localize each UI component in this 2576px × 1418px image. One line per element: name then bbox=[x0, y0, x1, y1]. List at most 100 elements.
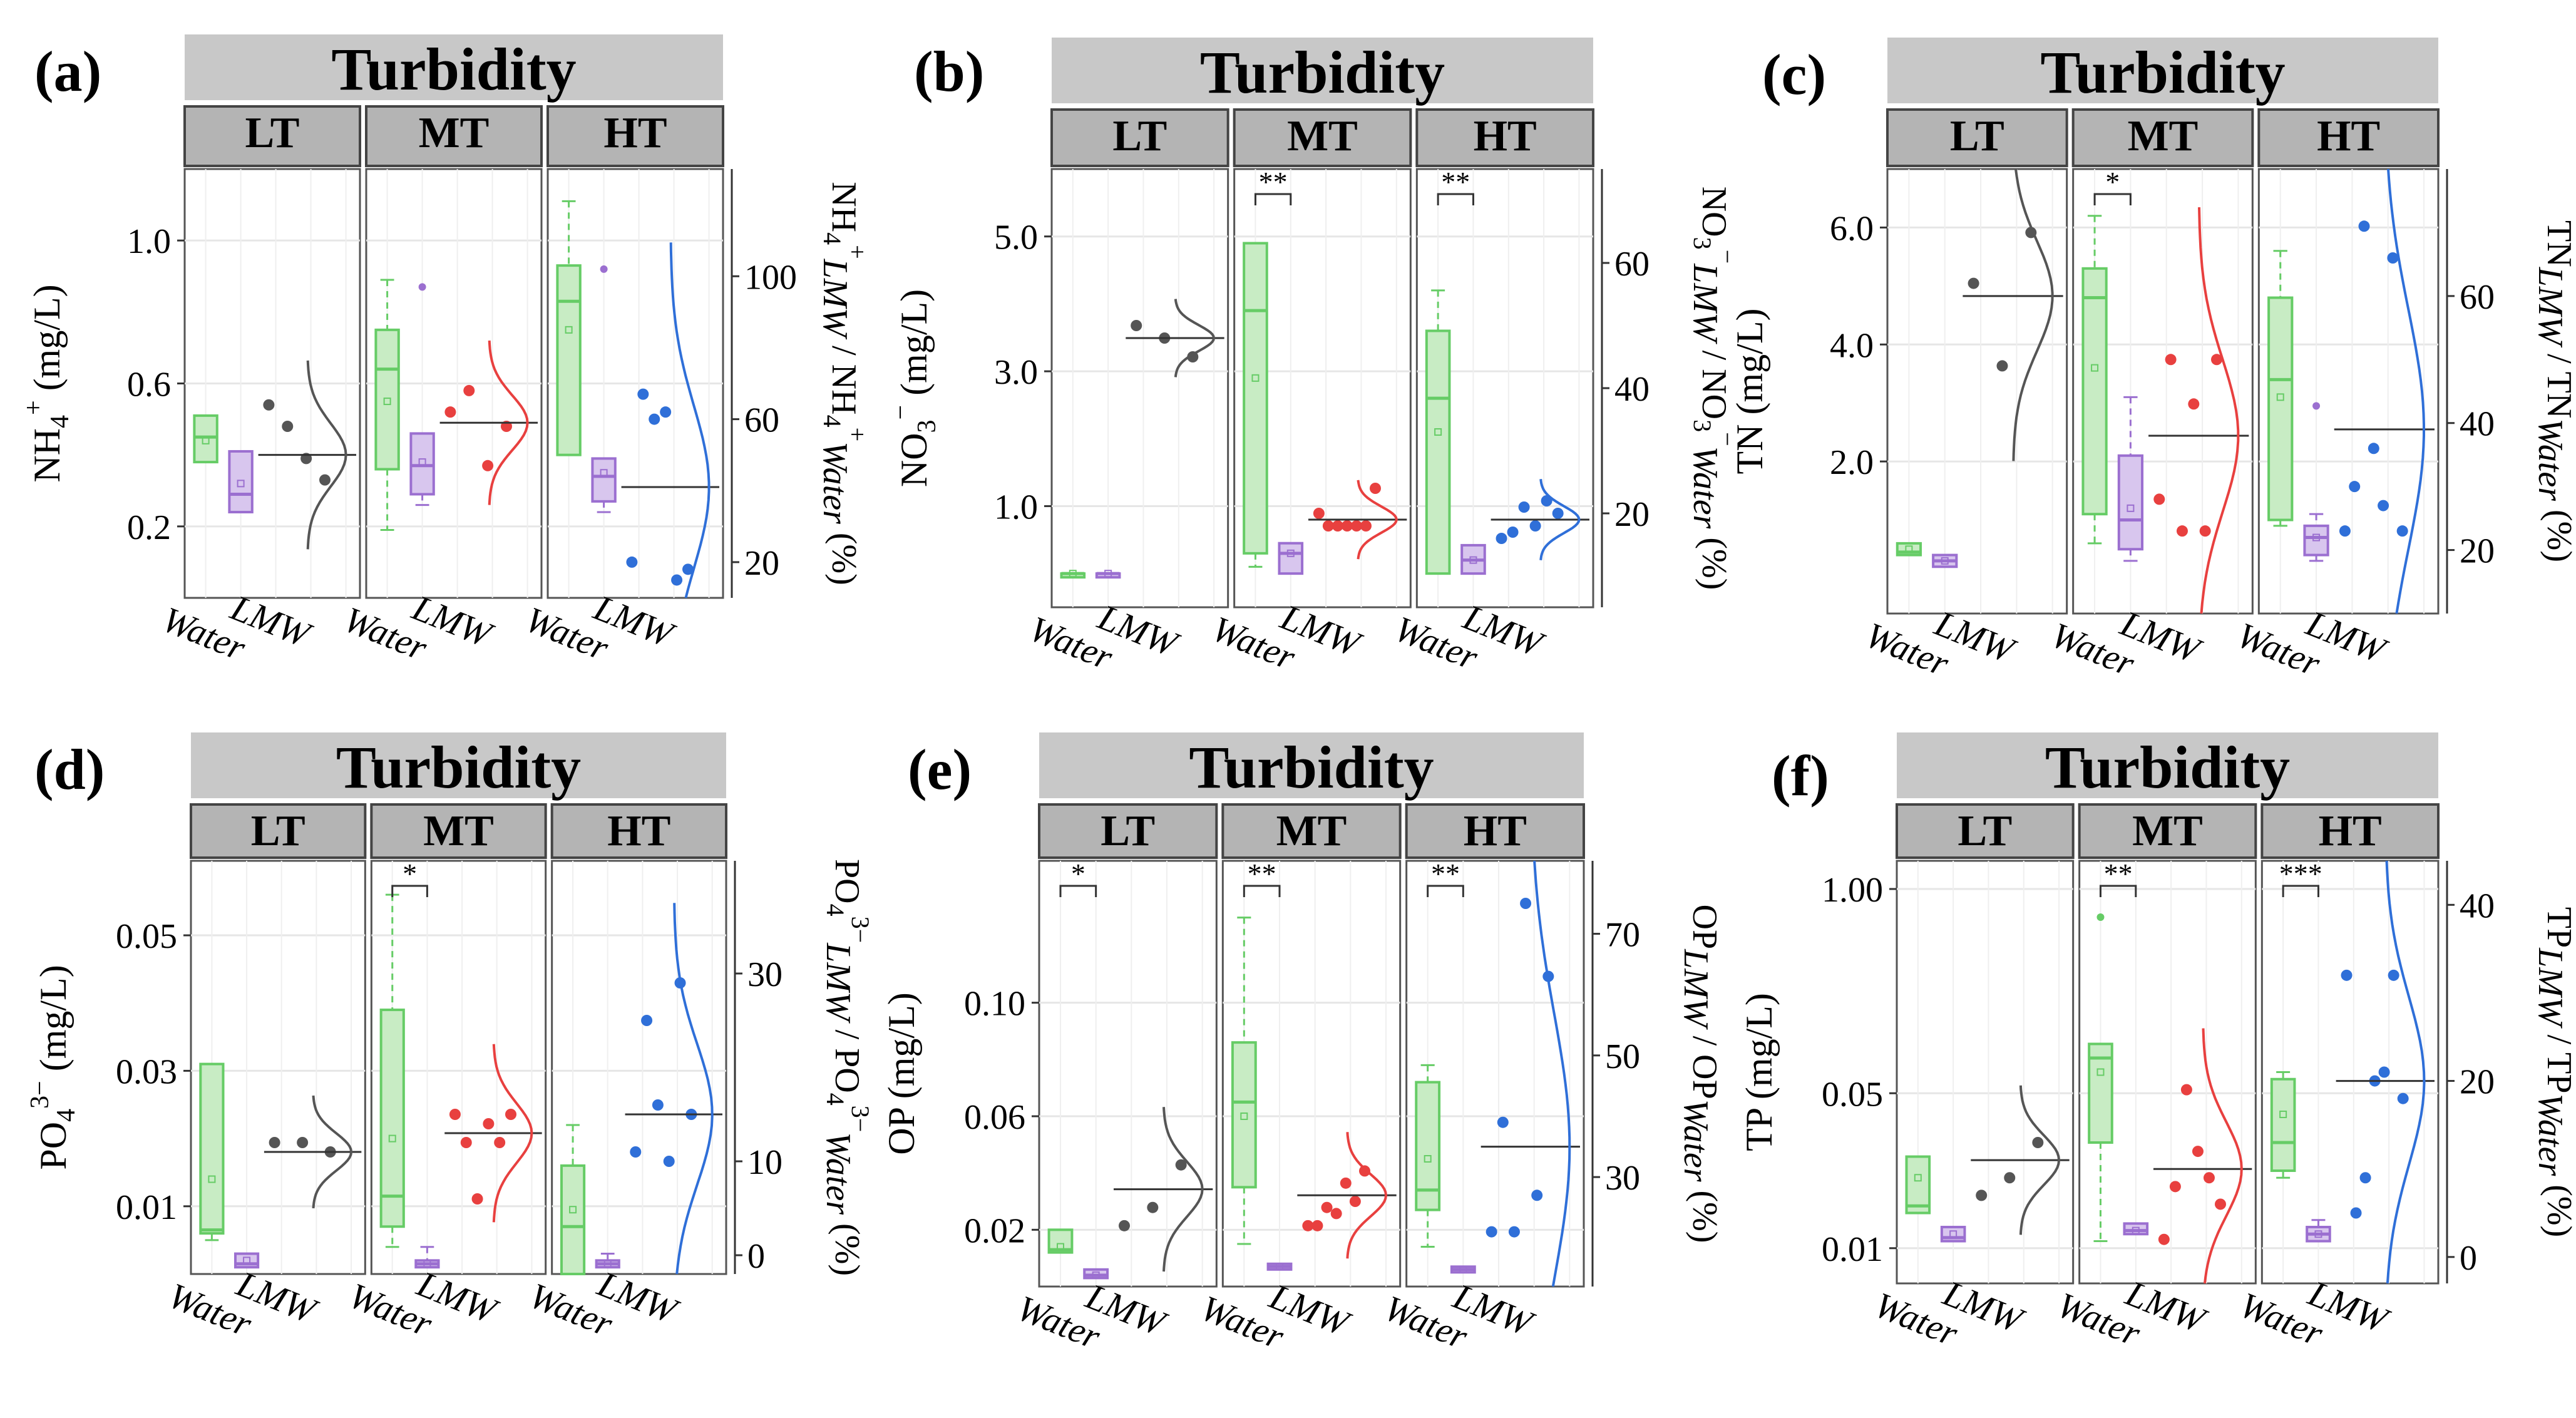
y2-tick-label: 40 bbox=[2460, 886, 2495, 925]
significance-bracket bbox=[1437, 193, 1474, 205]
ratio-point bbox=[1507, 527, 1519, 538]
facet-title-strip bbox=[1052, 38, 1593, 103]
y2-tick-label: 60 bbox=[1614, 245, 1650, 284]
outlier bbox=[2096, 913, 2105, 921]
ratio-density-curve bbox=[2387, 168, 2425, 614]
mean-marker bbox=[202, 436, 210, 444]
y-tick-label: 2.0 bbox=[1830, 443, 1874, 482]
facet-label: MT bbox=[2128, 112, 2199, 160]
ratio-density-curve bbox=[1162, 1107, 1204, 1272]
outlier bbox=[418, 283, 426, 291]
water-box bbox=[1425, 289, 1451, 575]
ratio-point bbox=[2169, 1181, 2181, 1193]
lmw-box bbox=[414, 1246, 440, 1269]
facet-strip bbox=[1038, 803, 1218, 859]
mean-marker bbox=[388, 1134, 396, 1143]
y2-axis-label: PO43−LMW / PO43−Water (%) bbox=[819, 859, 875, 1276]
facet-strip bbox=[1050, 108, 1229, 167]
y-tick-label: 0.06 bbox=[964, 1098, 1025, 1137]
water-box bbox=[1896, 542, 1922, 557]
box bbox=[409, 432, 435, 496]
ratio-point bbox=[1332, 520, 1343, 532]
y-tick-label: 0.01 bbox=[116, 1188, 177, 1227]
ratio-point bbox=[2368, 443, 2379, 455]
box bbox=[1905, 1155, 1931, 1215]
outlier bbox=[2312, 402, 2321, 410]
significance-bracket bbox=[1427, 885, 1464, 897]
significance-label: ** bbox=[1248, 858, 1276, 890]
facet-plot-area bbox=[1896, 860, 2075, 1285]
mean-marker bbox=[423, 1260, 431, 1268]
ratio-point bbox=[671, 574, 683, 586]
ratio-density-curve bbox=[492, 1044, 533, 1223]
ratio-point bbox=[1518, 501, 1530, 513]
significance-label: * bbox=[2105, 166, 2120, 198]
ratio-point bbox=[1311, 1220, 1323, 1231]
ratio-point bbox=[1508, 1226, 1520, 1238]
y2-tick-label: 0 bbox=[747, 1237, 765, 1276]
facet-title-strip bbox=[191, 732, 726, 798]
ratio-point bbox=[2188, 398, 2200, 410]
lmw-box bbox=[1278, 542, 1304, 575]
ratio-point bbox=[460, 1137, 472, 1148]
ratio-point bbox=[637, 388, 649, 400]
ratio-point bbox=[494, 1137, 506, 1148]
facet-title-strip bbox=[1039, 732, 1584, 798]
y-tick-label: 0.03 bbox=[116, 1052, 177, 1091]
mean-marker bbox=[2132, 1226, 2140, 1235]
ratio-point bbox=[660, 406, 672, 418]
mean-marker bbox=[2312, 533, 2321, 542]
box bbox=[1425, 329, 1451, 575]
significance-label: ** bbox=[1431, 858, 1460, 890]
panel-letter: (f) bbox=[1772, 744, 1829, 808]
ratio-point bbox=[2192, 1146, 2204, 1158]
ratio-point bbox=[2211, 354, 2222, 366]
ratio-point bbox=[1175, 1159, 1187, 1171]
mean-marker bbox=[1469, 556, 1477, 564]
y2-tick-label: 40 bbox=[2460, 405, 2495, 444]
y-tick-label: 0.05 bbox=[116, 917, 177, 956]
ratio-point bbox=[1322, 520, 1334, 532]
ratio-point bbox=[463, 384, 475, 396]
mean-marker bbox=[2091, 364, 2099, 372]
y-axis-label: PO43− (mg/L) bbox=[26, 965, 81, 1169]
y-tick-label: 0.05 bbox=[1822, 1075, 1883, 1114]
mean-marker bbox=[1434, 428, 1442, 436]
mean-marker bbox=[603, 1260, 612, 1268]
ratio-point bbox=[1486, 1226, 1497, 1238]
ratio-density-curve bbox=[673, 903, 714, 1275]
facet-strip bbox=[183, 105, 361, 167]
box bbox=[193, 414, 218, 464]
ratio-point bbox=[297, 1137, 309, 1148]
facet-title-strip bbox=[1887, 38, 2438, 103]
ratio-density-curve bbox=[1174, 299, 1216, 378]
facet-title: Turbidity bbox=[336, 734, 581, 801]
ratio-point bbox=[1313, 508, 1325, 519]
ratio-point bbox=[1340, 1177, 1352, 1189]
ratio-point bbox=[1496, 533, 1507, 544]
ratio-point bbox=[2004, 1172, 2016, 1184]
significance-label: ** bbox=[1441, 166, 1470, 198]
ratio-point bbox=[2165, 354, 2177, 366]
box bbox=[1278, 542, 1304, 575]
facet-title: Turbidity bbox=[331, 36, 576, 103]
box bbox=[560, 1164, 586, 1276]
ratio-density-curve bbox=[2019, 1085, 2061, 1235]
facet-plot-area bbox=[1050, 168, 1229, 609]
mean-marker bbox=[1104, 570, 1112, 578]
significance-label: ** bbox=[2104, 858, 2133, 890]
ratio-point bbox=[1350, 520, 1362, 532]
y2-tick-label: 50 bbox=[1605, 1037, 1640, 1076]
mean-marker bbox=[1941, 557, 1949, 565]
significance-bracket bbox=[391, 885, 428, 897]
facet-label: LT bbox=[251, 807, 305, 855]
facet-strip bbox=[1405, 803, 1586, 859]
facet-label: MT bbox=[1287, 112, 1358, 160]
ratio-density-curve bbox=[2385, 860, 2426, 1284]
significance-bracket bbox=[2099, 885, 2137, 897]
water-box bbox=[2270, 1071, 2296, 1179]
mean-marker bbox=[1057, 1243, 1064, 1251]
chart-panel-c: (c) TurbidityLTWaterLMWMT*WaterLMWHTWater… bbox=[1729, 38, 2576, 684]
lmw-box bbox=[1450, 1265, 1476, 1274]
